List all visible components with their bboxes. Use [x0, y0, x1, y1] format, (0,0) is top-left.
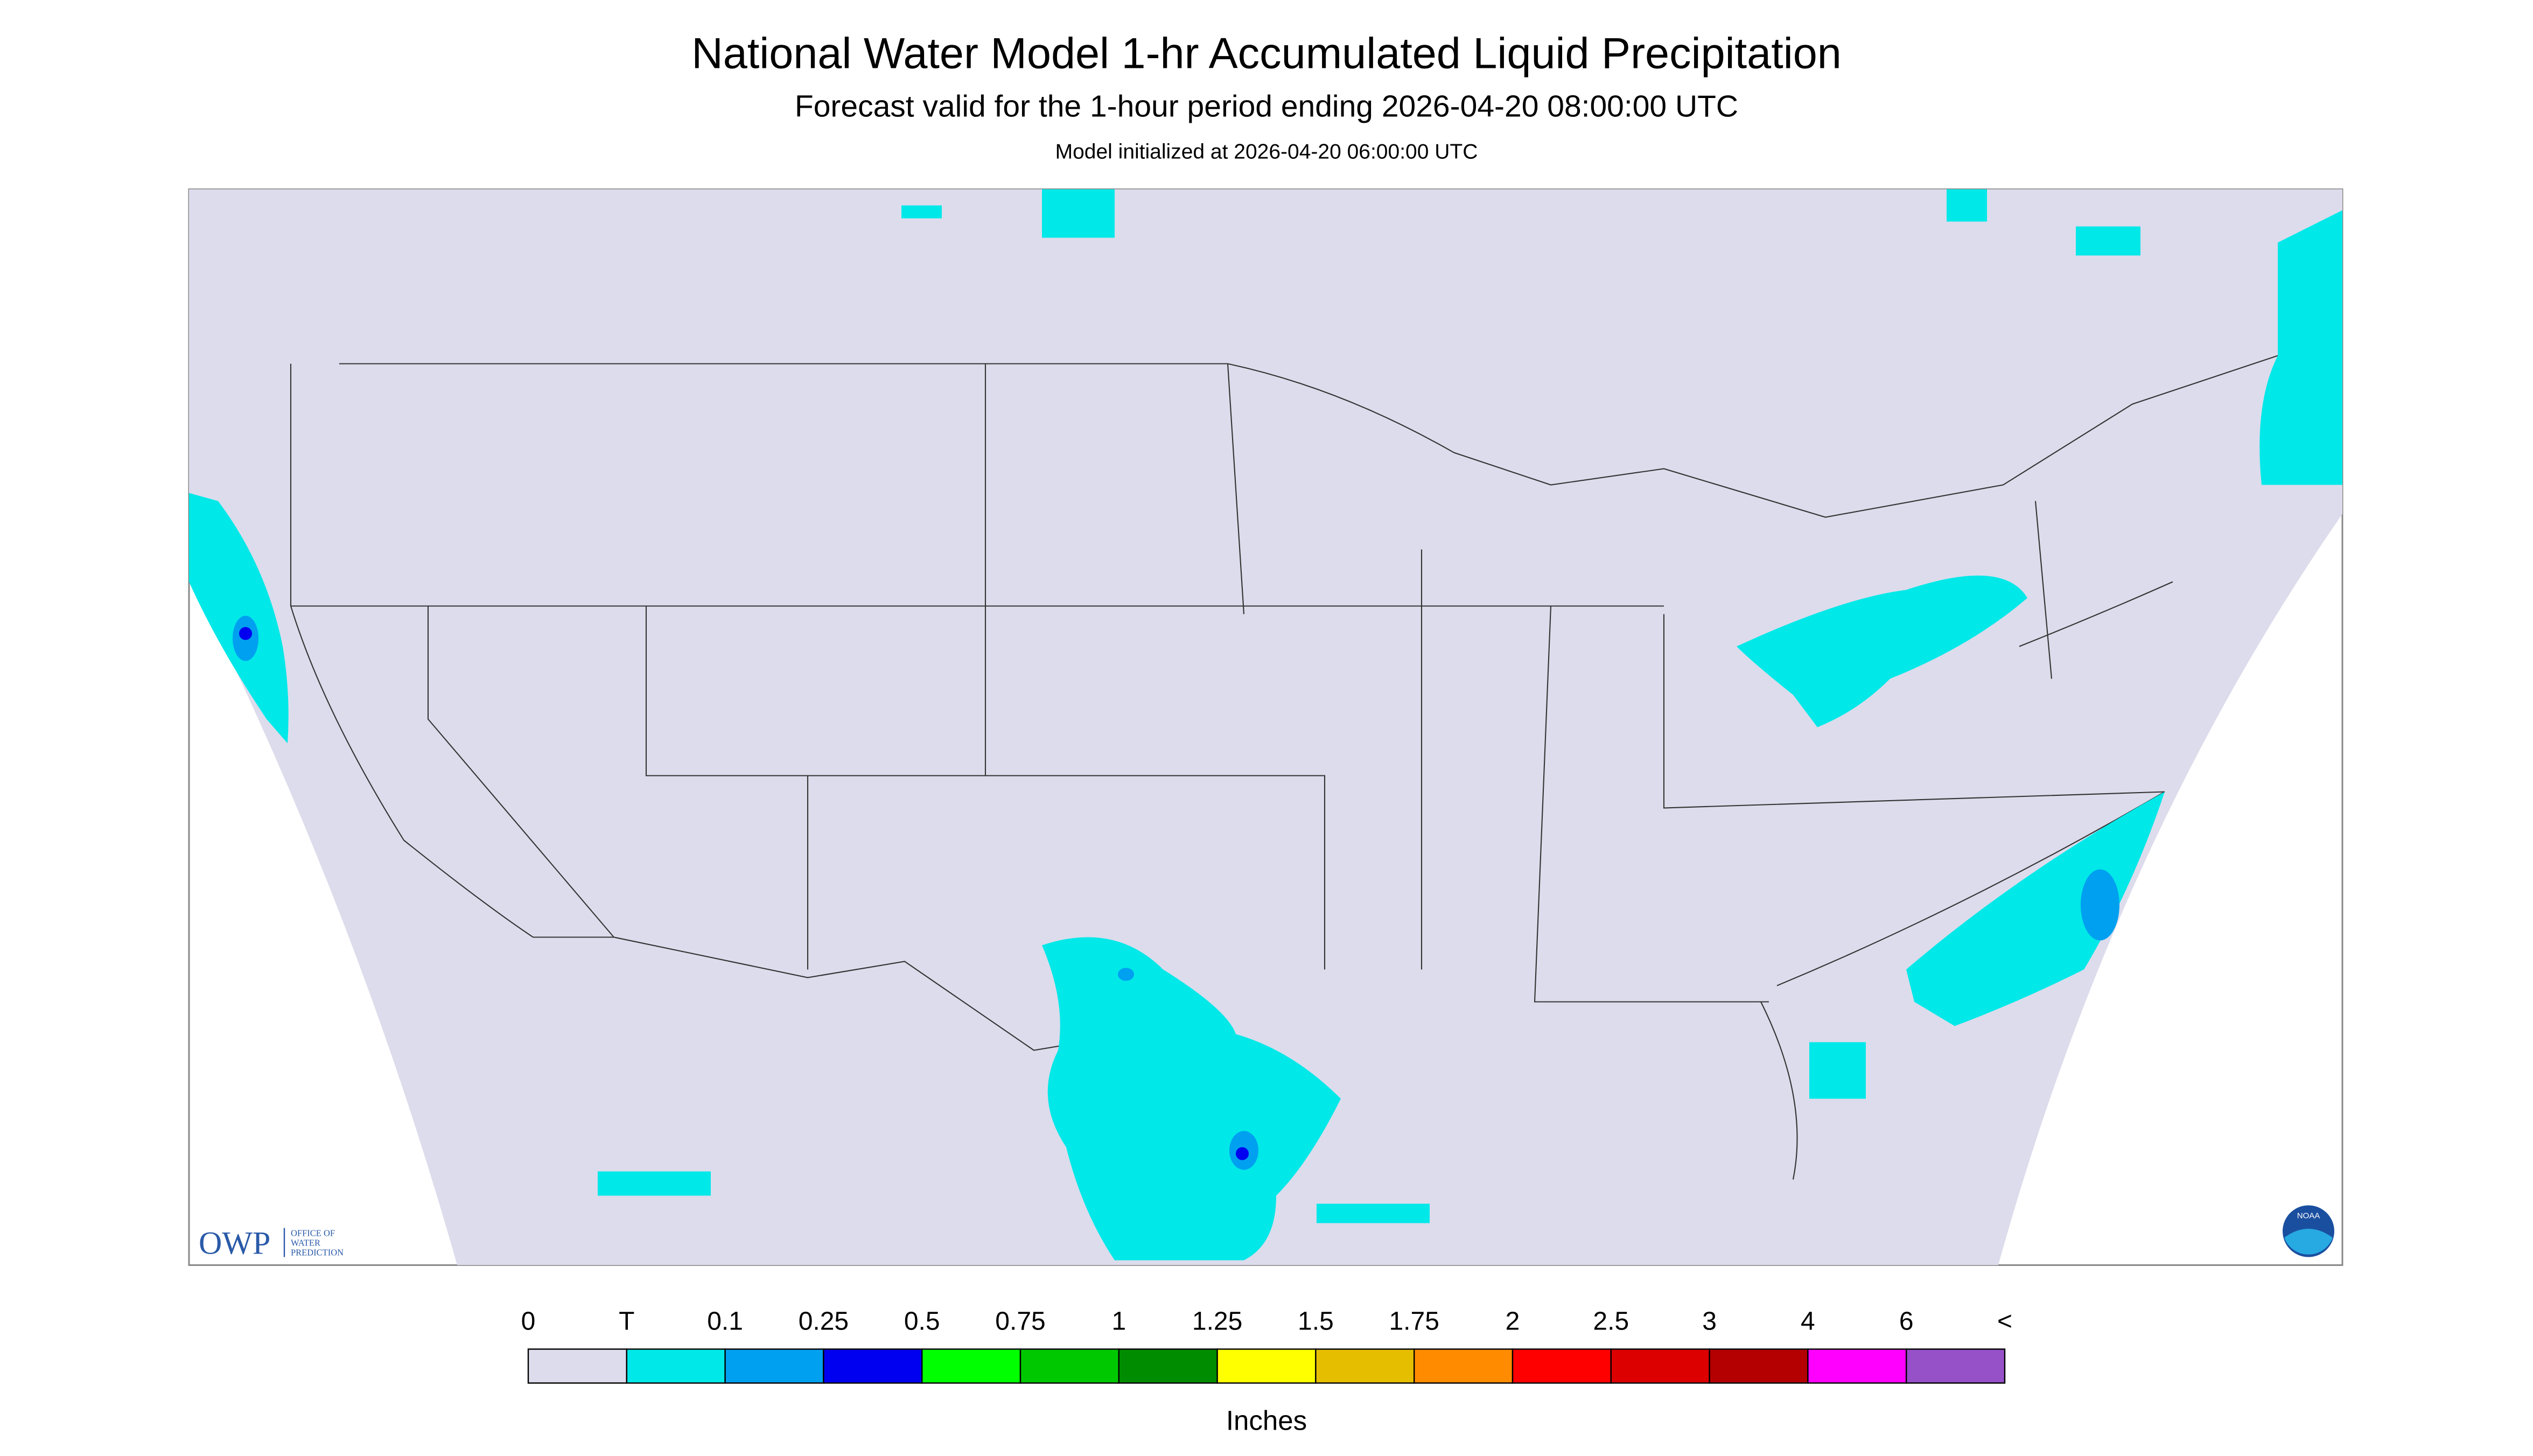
legend-label: T — [619, 1307, 634, 1336]
precip-heavy — [239, 627, 1249, 1160]
legend-swatch — [823, 1348, 923, 1384]
legend-swatch — [1118, 1348, 1218, 1384]
legend-label: 4 — [1801, 1307, 1815, 1336]
legend-label: 0.5 — [904, 1307, 940, 1336]
legend-swatch — [626, 1348, 726, 1384]
legend-swatch — [724, 1348, 824, 1384]
legend-label: 0.25 — [799, 1307, 849, 1336]
owp-logo: OWP OFFICE OF WATER PREDICTION — [199, 1226, 344, 1261]
owp-sub-text: OFFICE OF — [291, 1228, 335, 1238]
legend-swatch — [527, 1348, 628, 1384]
legend-swatch — [1216, 1348, 1317, 1384]
legend-label: 1.75 — [1389, 1307, 1439, 1336]
title: National Water Model 1-hr Accumulated Li… — [691, 30, 1842, 78]
legend-swatch — [1512, 1348, 1612, 1384]
map: OWP OFFICE OF WATER PREDICTION NOAA — [188, 188, 2343, 1266]
legend-units: Inches — [1226, 1405, 1307, 1436]
subtitle: Forecast valid for the 1-hour period end… — [795, 89, 1738, 124]
legend-label: 0 — [521, 1307, 536, 1336]
legend-swatch — [921, 1348, 1021, 1384]
owp-sub-text: PREDICTION — [291, 1248, 344, 1258]
map-domain — [189, 189, 2342, 1265]
legend-swatch — [1315, 1348, 1415, 1384]
legend-label: 1 — [1111, 1307, 1126, 1336]
noaa-logo: NOAA — [2283, 1205, 2334, 1257]
precip-areas — [189, 189, 2342, 1261]
legend-label: < — [1997, 1307, 2012, 1336]
legend-label: 6 — [1899, 1307, 1914, 1336]
legend-swatch — [1905, 1348, 2006, 1384]
legend-swatch — [1414, 1348, 1514, 1384]
noaa-logo-text: NOAA — [2297, 1212, 2320, 1221]
boundaries — [290, 355, 2278, 1261]
legend: 0 T 0.1 0.25 0.5 0.75 1 1.25 1.5 1.75 2 2.5 3 4 6 < — [521, 1307, 2012, 1384]
legend-label: 3 — [1702, 1307, 1717, 1336]
legend-swatch — [1709, 1348, 1809, 1384]
init-time: Model initialized at 2026-04-20 06:00:00… — [1055, 141, 1478, 164]
legend-swatch — [1610, 1348, 1710, 1384]
owp-sub-text: WATER — [291, 1238, 320, 1248]
legend-swatch — [1807, 1348, 1907, 1384]
legend-label: 0.75 — [995, 1307, 1045, 1336]
legend-swatch — [1019, 1348, 1120, 1384]
legend-label: 1.25 — [1192, 1307, 1242, 1336]
legend-label: 2.5 — [1593, 1307, 1629, 1336]
legend-label: 0.1 — [707, 1307, 743, 1336]
owp-logo-text: OWP — [199, 1226, 270, 1261]
legend-label: 2 — [1506, 1307, 1520, 1336]
legend-label: 1.5 — [1298, 1307, 1334, 1336]
